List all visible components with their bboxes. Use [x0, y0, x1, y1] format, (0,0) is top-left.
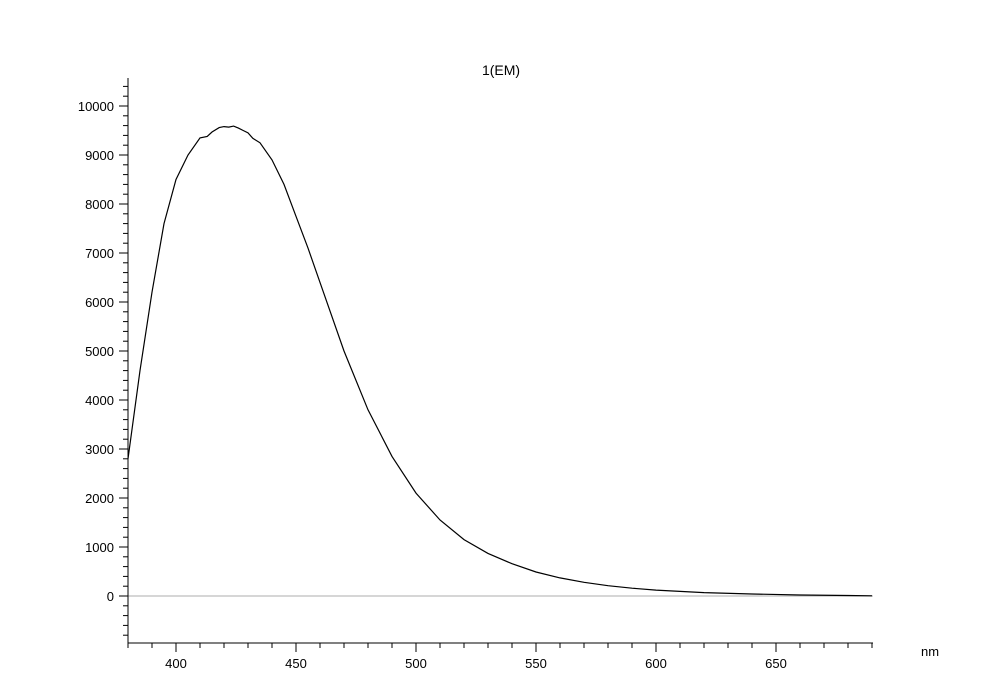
y-tick-label: 8000 — [85, 197, 114, 212]
x-tick-labels: 400 450 500 550 600 650 — [165, 656, 787, 671]
x-tick-label: 500 — [405, 656, 427, 671]
x-tick-label: 400 — [165, 656, 187, 671]
y-tick-label: 2000 — [85, 491, 114, 506]
y-tick-label: 4000 — [85, 393, 114, 408]
y-tick-labels: 0 1000 2000 3000 4000 5000 6000 7000 8000 9000 100… — [78, 99, 114, 604]
emission-curve — [127, 125, 873, 597]
y-tick-label: 5000 — [85, 344, 114, 359]
y-tick-label: 7000 — [85, 246, 114, 261]
y-tick-label: 9000 — [85, 148, 114, 163]
y-tick-label: 10000 — [78, 99, 114, 114]
x-tick-label: 550 — [525, 656, 547, 671]
tick-marks — [119, 85, 873, 652]
x-tick-label: 650 — [765, 656, 787, 671]
y-tick-label: 6000 — [85, 295, 114, 310]
x-axis-label: nm — [921, 644, 939, 659]
y-tick-label: 3000 — [85, 442, 114, 457]
x-tick-label: 600 — [645, 656, 667, 671]
chart-title: 1(EM) — [482, 62, 520, 78]
x-tick-label: 450 — [285, 656, 307, 671]
y-tick-label: 1000 — [85, 540, 114, 555]
y-tick-label: 0 — [107, 589, 114, 604]
